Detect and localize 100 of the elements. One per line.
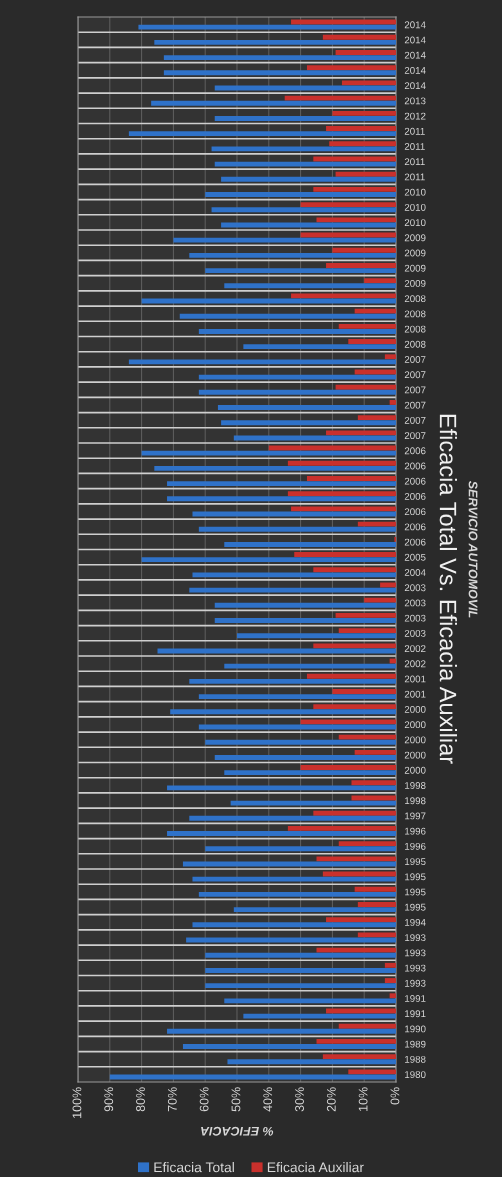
bar (233, 907, 396, 913)
bar (329, 141, 396, 147)
y-tick-label: 2007 (404, 386, 426, 394)
bar (313, 704, 396, 710)
bar (287, 491, 396, 497)
y-tick-label: 2000 (404, 705, 426, 713)
bar (205, 983, 396, 989)
y-tick-label: 2007 (404, 356, 426, 363)
bar (384, 978, 396, 983)
y-tick-label: 1996 (405, 827, 426, 835)
bar (189, 587, 396, 593)
y-tick-label: 2000 (404, 736, 426, 744)
x-axis-title: % EFICACIA (201, 1126, 274, 1136)
y-tick-label: 2005 (404, 553, 426, 561)
y-tick-label: 1980 (405, 1071, 426, 1079)
bar (316, 947, 396, 953)
bar (151, 100, 396, 106)
bar (332, 110, 396, 116)
bar (189, 252, 396, 258)
y-tick-label: 2004 (404, 569, 426, 576)
y-tick-label: 2014 (404, 82, 426, 90)
bar (300, 765, 396, 770)
bar (192, 922, 396, 928)
bar (128, 131, 396, 137)
y-tick-label: 1993 (405, 979, 426, 987)
bar (189, 815, 396, 821)
bar (214, 755, 396, 760)
y-tick-label: 1996 (405, 842, 426, 850)
y-tick-label: 2007 (404, 432, 426, 440)
bar (198, 329, 396, 334)
y-tick-label: 1988 (405, 1055, 426, 1063)
bar (364, 278, 396, 284)
bar (306, 476, 396, 481)
y-tick-label: 2007 (404, 401, 426, 409)
bar (326, 917, 396, 923)
y-tick-label: 2000 (404, 721, 426, 729)
bar (198, 389, 396, 395)
y-tick-label: 2012 (404, 112, 426, 120)
bar (214, 161, 396, 167)
bar (224, 770, 396, 776)
bar (211, 207, 396, 213)
bar (221, 176, 396, 182)
y-tick-label: 2003 (404, 614, 426, 622)
bar (351, 780, 396, 786)
bar (313, 186, 396, 192)
y-tick-label: 1995 (405, 903, 426, 911)
bar (354, 749, 396, 755)
y-tick-label: 2011 (404, 173, 425, 181)
y-tick-label: 1991 (405, 1010, 426, 1018)
x-tick-label: 40% (263, 1087, 273, 1112)
bar (322, 34, 396, 40)
y-tick-label: 2006 (404, 447, 426, 455)
bar (230, 800, 396, 806)
bar (341, 80, 396, 86)
y-tick-label: 2014 (404, 21, 426, 29)
bar (170, 709, 396, 715)
y-tick-label: 2014 (404, 66, 426, 74)
y-tick-label: 2014 (404, 36, 426, 44)
bar (384, 354, 396, 360)
legend-label: Eficacia Total (154, 1162, 234, 1173)
bar (335, 612, 396, 618)
x-tick-label: 100% (72, 1087, 82, 1118)
x-tick-label: 50% (231, 1087, 241, 1112)
y-tick-label: 1990 (405, 1025, 426, 1033)
y-tick-label: 2006 (404, 462, 426, 470)
bar (357, 521, 396, 527)
bar (335, 384, 396, 390)
bar (364, 597, 396, 603)
bar (313, 567, 396, 573)
bar (224, 998, 396, 1004)
y-tick-label: 2001 (404, 690, 426, 698)
bar (338, 323, 396, 329)
bar (128, 359, 396, 365)
bar (189, 678, 396, 684)
y-tick-label: 2002 (404, 645, 426, 653)
y-tick-label: 2013 (404, 97, 426, 105)
y-tick-label: 1995 (405, 873, 426, 881)
bar (214, 116, 396, 121)
bar (214, 602, 396, 608)
bar (141, 450, 396, 456)
x-tick-label: 30% (295, 1087, 304, 1112)
bar (291, 293, 396, 299)
bar (313, 643, 396, 649)
bar (332, 689, 396, 694)
bar (163, 55, 396, 61)
bar (237, 633, 396, 639)
bar (326, 263, 396, 268)
bar (167, 831, 396, 836)
bar (326, 126, 396, 131)
bar (354, 308, 396, 314)
bar (167, 785, 396, 791)
bar (338, 841, 396, 847)
bar (167, 481, 396, 487)
legend-label: Eficacia Auxiliar (267, 1162, 364, 1173)
y-tick-label: 2011 (404, 158, 425, 166)
y-tick-label: 2010 (404, 188, 426, 196)
x-tick-label: 10% (358, 1087, 368, 1111)
bar (291, 506, 396, 512)
y-tick-label: 2006 (404, 492, 426, 500)
bar (179, 313, 396, 319)
